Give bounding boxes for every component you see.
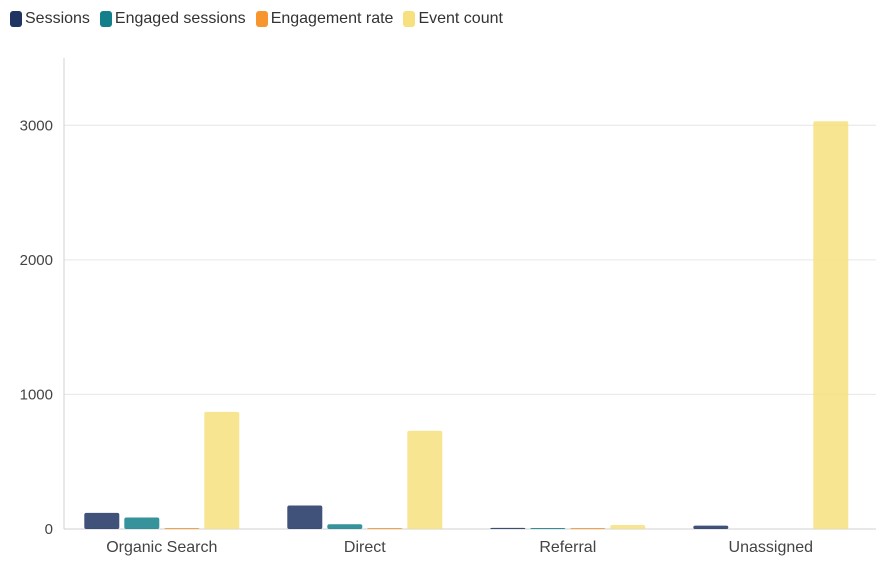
x-tick-label: Organic Search [106,539,217,556]
bar[interactable] [327,524,363,529]
y-tick-label: 3000 [20,117,53,134]
legend-swatch [10,11,22,27]
legend-label: Sessions [25,10,90,27]
grid-lines [64,124,876,530]
legend-item[interactable]: Engagement rate [255,10,394,28]
bar[interactable] [204,411,240,529]
bar[interactable] [490,527,526,529]
legend-swatch [99,11,112,27]
bars [84,121,849,530]
bar[interactable] [287,505,323,529]
x-tick-label: Direct [344,539,386,556]
legend-label: Event count [418,10,503,27]
bar[interactable] [124,517,160,529]
y-tick-label: 2000 [20,252,53,269]
bar[interactable] [813,121,849,530]
bar[interactable] [570,528,606,529]
legend-item[interactable]: Engaged sessions [99,10,246,28]
bar[interactable] [530,528,566,529]
x-tick-label: Referral [539,539,596,556]
y-axis: 0 1000 2000 3000 [20,58,65,538]
bar[interactable] [164,528,200,529]
y-tick-label: 0 [45,521,53,538]
bar[interactable] [407,430,443,529]
bar[interactable] [610,524,646,529]
legend-label: Engagement rate [270,10,394,27]
x-axis: Organic Search Direct Referral Unassigned [106,539,813,556]
legend-label: Engaged sessions [114,10,246,27]
bar[interactable] [693,525,729,529]
bar[interactable] [84,512,120,529]
legend-item[interactable]: Event count [403,10,503,28]
bar[interactable] [367,528,403,529]
chart-legend: Sessions Engaged sessions Engagement rate E… [10,10,503,28]
legend-swatch [403,11,416,27]
x-tick-label: Unassigned [729,539,814,556]
legend-swatch [255,11,268,27]
y-tick-label: 1000 [20,386,53,403]
legend-item[interactable]: Sessions [10,10,90,28]
